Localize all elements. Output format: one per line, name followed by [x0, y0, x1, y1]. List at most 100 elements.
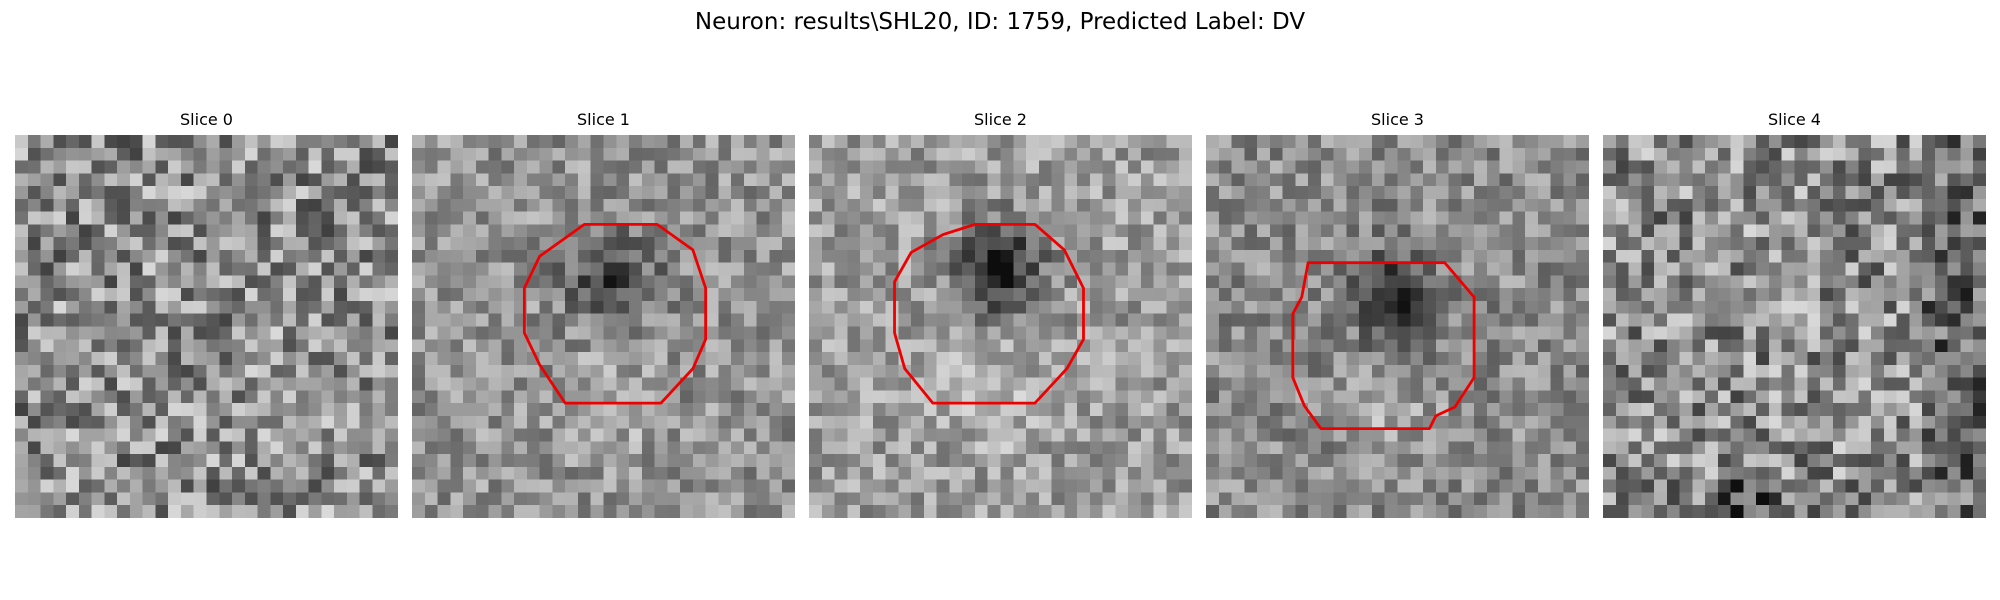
pixel [731, 262, 745, 276]
pixel [1153, 454, 1167, 468]
pixel [1320, 211, 1334, 225]
pixel [565, 505, 579, 518]
pixel [412, 403, 426, 417]
pixel [1089, 492, 1103, 506]
pixel [1820, 186, 1834, 200]
pixel [1743, 135, 1757, 149]
pixel [1603, 339, 1617, 353]
pixel [1461, 300, 1475, 314]
pixel [1512, 300, 1526, 314]
pixel [1397, 479, 1411, 493]
pixel [321, 441, 335, 455]
pixel [847, 403, 861, 417]
pixel [1550, 147, 1564, 161]
pixel [295, 492, 309, 506]
pixel [1858, 211, 1872, 225]
pixel [450, 364, 464, 378]
pixel [821, 211, 835, 225]
pixel [91, 479, 105, 493]
pixel [962, 237, 976, 251]
pixel [809, 466, 823, 480]
pixel [334, 428, 348, 442]
pixel [270, 313, 284, 327]
pixel [1371, 466, 1385, 480]
pixel [501, 249, 515, 263]
pixel [321, 428, 335, 442]
pixel [412, 466, 426, 480]
pixel [1115, 441, 1129, 455]
pixel [1064, 211, 1078, 225]
pixel [1077, 403, 1091, 417]
pixel [1448, 454, 1462, 468]
pixel [1768, 211, 1782, 225]
slice-title-4: Slice 4 [1768, 110, 1821, 129]
pixel [1308, 237, 1322, 251]
pixel [769, 249, 783, 263]
pixel [1410, 454, 1424, 468]
pixel [1218, 249, 1232, 263]
pixel [1179, 300, 1192, 314]
pixel [1153, 288, 1167, 302]
pixel [1730, 377, 1744, 391]
pixel [1128, 428, 1142, 442]
pixel [885, 454, 899, 468]
pixel [705, 237, 719, 251]
pixel [1474, 352, 1488, 366]
pixel [1206, 377, 1220, 391]
pixel [769, 173, 783, 187]
pixel [936, 390, 950, 404]
pixel [1140, 186, 1154, 200]
pixel [1512, 492, 1526, 506]
pixel [936, 492, 950, 506]
pixel [142, 390, 156, 404]
pixel [603, 135, 617, 149]
pixel [1486, 479, 1500, 493]
pixel [1960, 211, 1974, 225]
pixel [257, 466, 271, 480]
pixel [206, 135, 220, 149]
pixel [923, 428, 937, 442]
pixel [718, 288, 732, 302]
pixel [603, 275, 617, 289]
pixel [40, 262, 54, 276]
pixel [962, 492, 976, 506]
pixel [1282, 186, 1296, 200]
pixel [847, 237, 861, 251]
pixel [1257, 492, 1271, 506]
pixel [1832, 237, 1846, 251]
pixel [911, 300, 925, 314]
pixel [1820, 211, 1834, 225]
pixel [1807, 339, 1821, 353]
pixel [1858, 198, 1872, 212]
pixel [1832, 224, 1846, 238]
pixel [155, 441, 169, 455]
pixel [1038, 326, 1052, 340]
pixel [834, 198, 848, 212]
pixel [1883, 237, 1897, 251]
pixel [692, 186, 706, 200]
pixel [603, 288, 617, 302]
pixel [1845, 364, 1859, 378]
pixel [321, 505, 335, 518]
pixel [1320, 313, 1334, 327]
pixel [437, 211, 451, 225]
pixel [1615, 377, 1629, 391]
pixel [1692, 505, 1706, 518]
pixel [424, 135, 438, 149]
pixel [1896, 326, 1910, 340]
pixel [1308, 300, 1322, 314]
pixel [1359, 198, 1373, 212]
pixel [514, 147, 528, 161]
pixel [27, 492, 41, 506]
pixel [987, 466, 1001, 480]
pixel [295, 224, 309, 238]
pixel [1934, 326, 1948, 340]
pixel [219, 249, 233, 263]
pixel [898, 186, 912, 200]
pixel [1679, 249, 1693, 263]
pixel [1423, 262, 1437, 276]
pixel [257, 479, 271, 493]
pixel [1615, 492, 1629, 506]
pixel [1947, 364, 1961, 378]
pixel [1269, 339, 1283, 353]
